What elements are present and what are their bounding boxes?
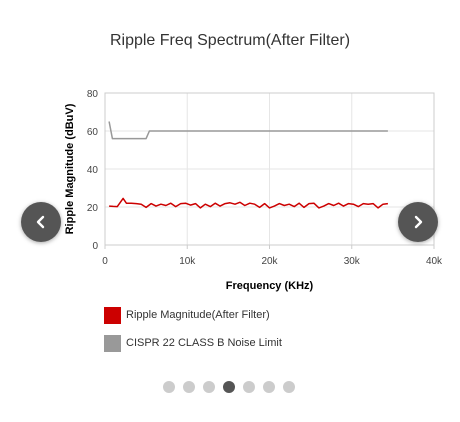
legend-item-limit[interactable]: CISPR 22 CLASS B Noise Limit bbox=[104, 334, 282, 352]
carousel-dot[interactable] bbox=[223, 381, 235, 393]
plot-frame bbox=[104, 92, 435, 246]
carousel-dot[interactable] bbox=[243, 381, 255, 393]
x-tick-label: 30k bbox=[344, 256, 361, 267]
legend-swatch-ripple bbox=[104, 306, 121, 324]
y-axis-label: Ripple Magnitude (dBuV) bbox=[64, 103, 76, 234]
legend-swatch-limit bbox=[104, 334, 121, 352]
y-tick-label: 40 bbox=[87, 165, 99, 176]
y-tick-label: 20 bbox=[87, 203, 99, 214]
x-tick-label: 20k bbox=[261, 256, 278, 267]
legend-label-ripple: Ripple Magnitude(After Filter) bbox=[126, 309, 270, 321]
x-tick-label: 10k bbox=[179, 256, 196, 267]
tick-labels: 0 20 40 60 80 0 10k 20k 30k 40k bbox=[87, 89, 443, 267]
legend-item-ripple[interactable]: Ripple Magnitude(After Filter) bbox=[104, 306, 282, 324]
legend-label-limit: CISPR 22 CLASS B Noise Limit bbox=[126, 337, 282, 349]
carousel-pagination bbox=[163, 381, 303, 393]
carousel-dot[interactable] bbox=[163, 381, 175, 393]
series-limit-line bbox=[108, 121, 388, 140]
x-tick-label: 0 bbox=[102, 256, 108, 267]
prev-slide-button[interactable] bbox=[21, 202, 61, 242]
line-chart: 0 20 40 60 80 0 10k 20k 30k 40k Frequency (KHz) R… bbox=[64, 89, 443, 292]
chart-title: Ripple Freq Spectrum(After Filter) bbox=[109, 32, 351, 49]
chevron-left-icon bbox=[36, 215, 45, 229]
series bbox=[108, 121, 388, 209]
chart-legend: Ripple Magnitude(After Filter) CISPR 22 … bbox=[104, 306, 282, 362]
next-slide-button[interactable] bbox=[398, 202, 438, 242]
carousel-dot[interactable] bbox=[283, 381, 295, 393]
carousel-dot[interactable] bbox=[203, 381, 215, 393]
grid bbox=[104, 92, 435, 249]
y-tick-label: 80 bbox=[87, 89, 99, 100]
series-ripple-line bbox=[109, 197, 388, 209]
x-tick-label: 40k bbox=[426, 256, 443, 267]
y-tick-label: 0 bbox=[92, 241, 98, 252]
x-axis-label: Frequency (KHz) bbox=[226, 280, 314, 292]
chevron-right-icon bbox=[414, 215, 423, 229]
y-tick-label: 60 bbox=[87, 127, 99, 138]
carousel-dot[interactable] bbox=[263, 381, 275, 393]
carousel-dot[interactable] bbox=[183, 381, 195, 393]
